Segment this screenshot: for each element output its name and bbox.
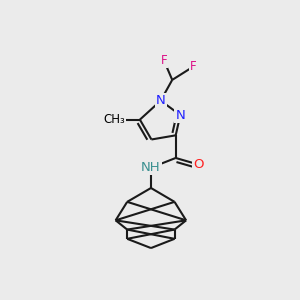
Text: F: F [190,60,197,73]
Text: O: O [193,158,203,171]
Text: F: F [161,54,167,68]
Text: CH₃: CH₃ [103,113,125,126]
Text: N: N [176,109,185,122]
Text: NH: NH [141,161,161,174]
Text: N: N [156,94,166,107]
